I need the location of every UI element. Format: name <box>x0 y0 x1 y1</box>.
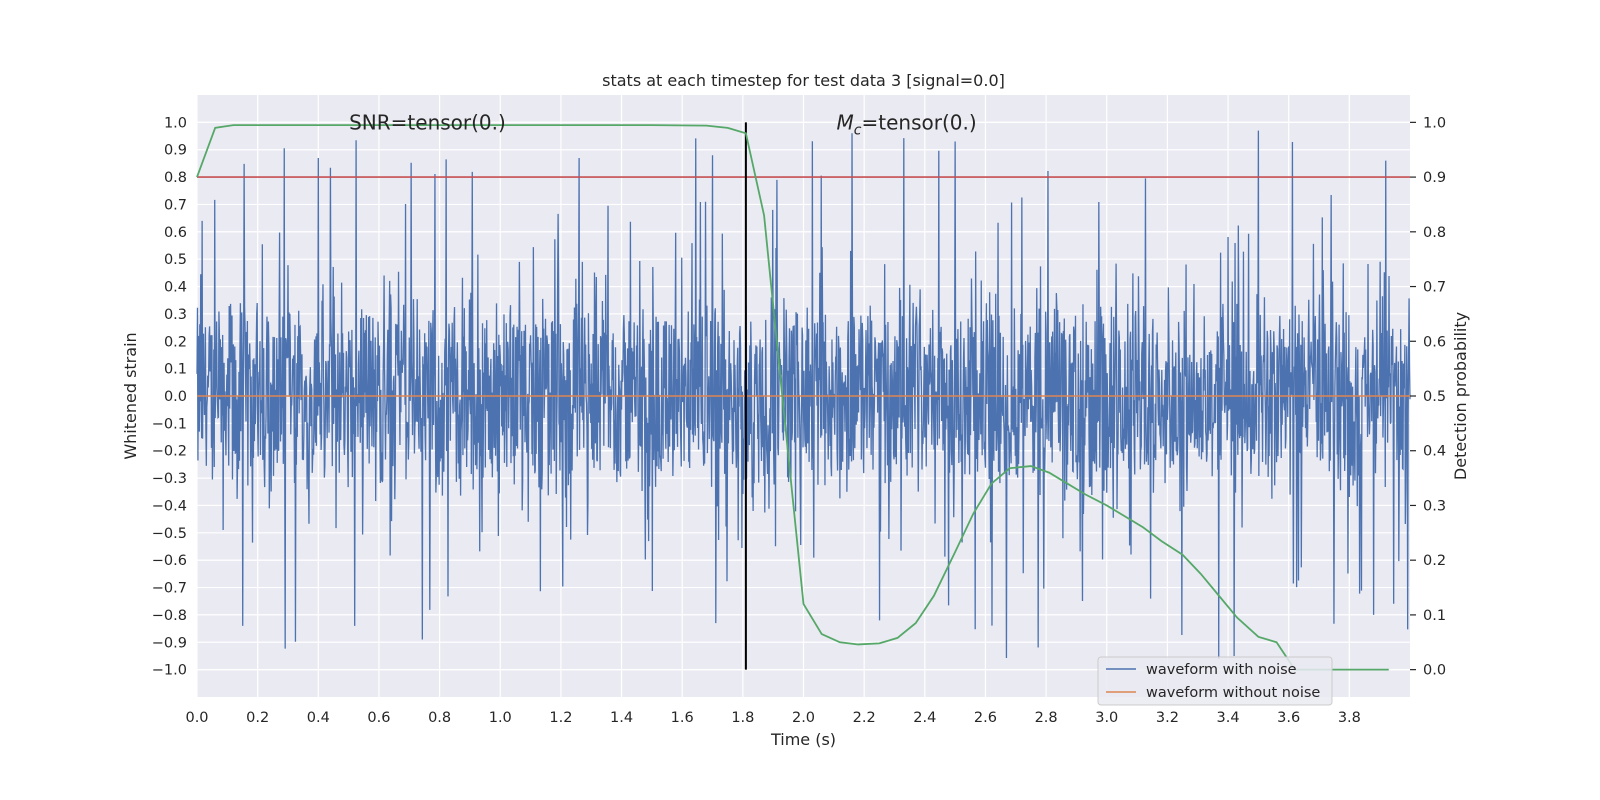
legend-label-clean: waveform without noise <box>1146 685 1320 701</box>
x-tick-label: 0.2 <box>246 710 269 726</box>
y-tick-label: 0.6 <box>164 225 187 241</box>
y-right-tick-label: 0.2 <box>1423 553 1446 569</box>
x-tick-label: 1.0 <box>489 710 512 726</box>
y-tick-label: −0.6 <box>152 553 187 569</box>
snr-annotation: SNR=tensor(0.) <box>349 110 506 134</box>
y-right-tick-label: 0.5 <box>1423 389 1446 405</box>
x-tick-label: 0.8 <box>428 710 451 726</box>
y-tick-label: 0.5 <box>164 252 187 268</box>
y-tick-label: 0.8 <box>164 170 187 186</box>
x-tick-label: 2.6 <box>974 710 997 726</box>
overlay-lines <box>196 122 1410 671</box>
y-axis-label: Whitened strain <box>121 332 140 459</box>
x-tick-label: 2.8 <box>1035 710 1058 726</box>
legend-box <box>1097 656 1333 706</box>
noise-waveform <box>196 130 1411 660</box>
y-tick-label: −0.5 <box>152 526 187 542</box>
mc-suffix: =tensor(0.) <box>862 110 977 134</box>
y-tick-label: −0.8 <box>152 608 187 624</box>
y-tick-label: 0.4 <box>164 280 187 296</box>
chart-title: stats at each timestep for test data 3 [… <box>602 71 1005 90</box>
y-axis-right-label: Detection probability <box>1451 312 1470 480</box>
y-tick-label: 0.9 <box>164 143 187 159</box>
y-right-tick-label: 0.3 <box>1423 498 1446 514</box>
x-axis-label: Time (s) <box>770 730 836 749</box>
noise-series-line <box>196 130 1411 660</box>
y-tick-label: −0.2 <box>152 444 187 460</box>
y-right-tick-label: 0.0 <box>1423 663 1446 679</box>
y-tick-label: −0.4 <box>152 498 187 514</box>
x-tick-label: 3.2 <box>1156 710 1179 726</box>
y-tick-label: 0.1 <box>164 362 187 378</box>
mc-symbol: M <box>837 110 854 134</box>
y-tick-label: −0.3 <box>152 471 187 487</box>
x-tick-label: 1.8 <box>731 710 754 726</box>
x-tick-label: 3.0 <box>1095 710 1118 726</box>
x-tick-label: 0.4 <box>307 710 330 726</box>
ticks: 0.0 0.2 0.4 0.6 0.8 1.0 1.2 1.4 1.6 1.8 2.0 2.2 2.4 2… <box>152 115 1446 726</box>
x-tick-label: 1.6 <box>671 710 694 726</box>
x-tick-label: 3.4 <box>1217 710 1240 726</box>
x-tick-label: 0.6 <box>367 710 390 726</box>
x-tick-label: 2.2 <box>853 710 876 726</box>
x-tick-label: 1.4 <box>610 710 633 726</box>
x-tick-label: 3.8 <box>1338 710 1361 726</box>
y-tick-label: 0.2 <box>164 334 187 350</box>
y-tick-label: −0.9 <box>152 635 187 651</box>
x-tick-label: 2.4 <box>913 710 936 726</box>
y-right-tick-label: 0.8 <box>1423 225 1446 241</box>
y-tick-label: 0.0 <box>164 389 187 405</box>
y-right-tick-label: 0.6 <box>1423 334 1446 350</box>
y-tick-label: 1.0 <box>164 115 187 131</box>
y-tick-label: −0.1 <box>152 416 187 432</box>
probability-series-line <box>196 124 1389 671</box>
y-tick-label: 0.3 <box>164 307 187 323</box>
y-tick-label: −1.0 <box>152 663 187 679</box>
y-right-tick-label: 0.9 <box>1423 170 1446 186</box>
y-right-tick-label: 1.0 <box>1423 115 1446 131</box>
y-right-tick-label: 0.7 <box>1423 280 1446 296</box>
y-tick-label: −0.7 <box>152 581 187 597</box>
y-right-tick-label: 0.1 <box>1423 608 1446 624</box>
x-tick-label: 0.0 <box>185 710 208 726</box>
mc-annotation: Mc=tensor(0.) <box>837 110 977 138</box>
x-tick-label: 2.0 <box>792 710 815 726</box>
y-right-tick-label: 0.4 <box>1423 444 1446 460</box>
mc-subscript: c <box>854 122 862 138</box>
legend: waveform with noise waveform without noi… <box>1097 656 1333 706</box>
y-tick-label: 0.7 <box>164 197 187 213</box>
x-tick-label: 1.2 <box>549 710 572 726</box>
x-tick-label: 3.6 <box>1277 710 1300 726</box>
legend-label-noise: waveform with noise <box>1146 662 1297 678</box>
